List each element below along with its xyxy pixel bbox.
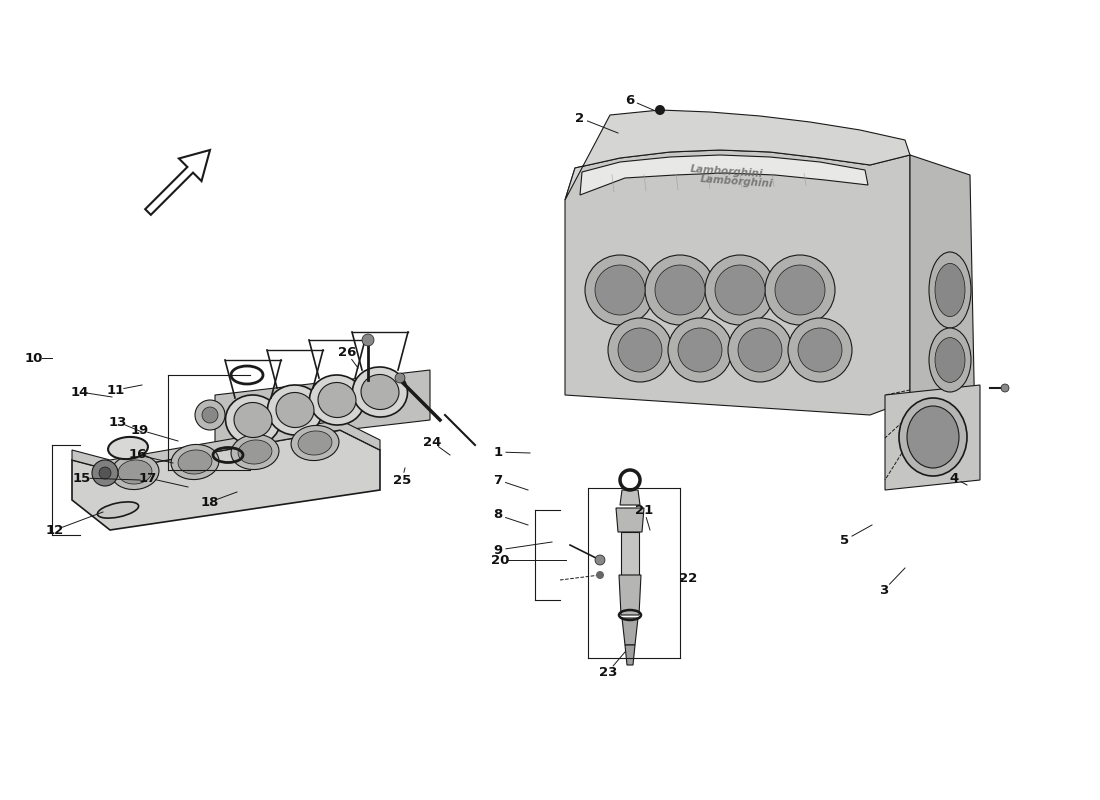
Text: 20: 20 — [491, 554, 509, 566]
Circle shape — [764, 255, 835, 325]
Ellipse shape — [231, 434, 279, 470]
Text: 18: 18 — [201, 495, 219, 509]
Ellipse shape — [118, 460, 152, 484]
Text: 12: 12 — [46, 523, 64, 537]
Text: Lamborghini: Lamborghini — [690, 165, 763, 179]
Text: 3: 3 — [879, 583, 889, 597]
Circle shape — [99, 467, 111, 479]
Polygon shape — [214, 370, 430, 445]
Circle shape — [595, 265, 645, 315]
Ellipse shape — [238, 440, 272, 464]
Ellipse shape — [276, 393, 314, 427]
Ellipse shape — [935, 338, 965, 382]
Text: 19: 19 — [131, 423, 150, 437]
Polygon shape — [621, 532, 639, 575]
Text: 21: 21 — [635, 503, 653, 517]
Circle shape — [798, 328, 842, 372]
Ellipse shape — [361, 374, 399, 410]
Circle shape — [608, 318, 672, 382]
Circle shape — [645, 255, 715, 325]
Text: 5: 5 — [840, 534, 849, 546]
Circle shape — [585, 255, 654, 325]
Text: 26: 26 — [338, 346, 356, 359]
Ellipse shape — [226, 395, 280, 445]
Polygon shape — [565, 150, 910, 415]
Polygon shape — [72, 420, 379, 470]
Circle shape — [362, 334, 374, 346]
Text: 7: 7 — [494, 474, 503, 486]
Ellipse shape — [899, 398, 967, 476]
Text: 24: 24 — [422, 435, 441, 449]
Text: 25: 25 — [393, 474, 411, 486]
Circle shape — [1001, 384, 1009, 392]
Text: 15: 15 — [73, 471, 91, 485]
Circle shape — [395, 373, 405, 383]
Polygon shape — [620, 490, 640, 505]
Polygon shape — [580, 155, 868, 195]
Ellipse shape — [352, 367, 407, 417]
Circle shape — [595, 555, 605, 565]
Text: 14: 14 — [70, 386, 89, 398]
Circle shape — [738, 328, 782, 372]
Circle shape — [776, 265, 825, 315]
Circle shape — [654, 105, 666, 115]
Ellipse shape — [930, 328, 971, 392]
Circle shape — [92, 460, 118, 486]
Polygon shape — [72, 430, 379, 530]
Ellipse shape — [292, 426, 339, 461]
Text: 9: 9 — [494, 543, 503, 557]
Text: 16: 16 — [129, 449, 147, 462]
Polygon shape — [619, 575, 641, 615]
Ellipse shape — [234, 402, 272, 438]
Polygon shape — [565, 110, 910, 200]
Text: 13: 13 — [109, 415, 128, 429]
Circle shape — [654, 265, 705, 315]
Ellipse shape — [267, 385, 322, 435]
Circle shape — [715, 265, 764, 315]
Circle shape — [668, 318, 732, 382]
Polygon shape — [621, 618, 638, 645]
Circle shape — [728, 318, 792, 382]
Text: 10: 10 — [25, 351, 43, 365]
Ellipse shape — [930, 252, 971, 328]
Circle shape — [596, 571, 604, 579]
FancyArrow shape — [145, 150, 210, 215]
Circle shape — [788, 318, 853, 382]
Text: 17: 17 — [139, 471, 157, 485]
Ellipse shape — [309, 375, 364, 425]
Ellipse shape — [108, 437, 147, 459]
Ellipse shape — [178, 450, 212, 474]
Ellipse shape — [111, 454, 160, 490]
Circle shape — [678, 328, 722, 372]
Text: 6: 6 — [626, 94, 635, 106]
Ellipse shape — [935, 263, 965, 317]
Polygon shape — [625, 645, 635, 665]
Ellipse shape — [908, 406, 959, 468]
Text: 8: 8 — [494, 509, 503, 522]
Text: 23: 23 — [598, 666, 617, 678]
Text: 4: 4 — [949, 471, 958, 485]
Polygon shape — [910, 155, 975, 430]
Ellipse shape — [98, 502, 139, 518]
Text: 22: 22 — [679, 571, 697, 585]
Circle shape — [705, 255, 776, 325]
Text: 1: 1 — [494, 446, 503, 458]
Circle shape — [202, 407, 218, 423]
Text: 11: 11 — [107, 383, 125, 397]
Text: Lamborghini: Lamborghini — [701, 174, 773, 190]
Ellipse shape — [318, 382, 356, 418]
Text: 2: 2 — [575, 111, 584, 125]
Polygon shape — [886, 385, 980, 490]
Polygon shape — [616, 508, 644, 532]
Ellipse shape — [298, 431, 332, 455]
Ellipse shape — [170, 445, 219, 479]
Circle shape — [618, 328, 662, 372]
Circle shape — [195, 400, 226, 430]
